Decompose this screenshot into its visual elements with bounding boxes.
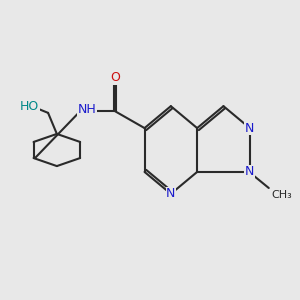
Text: O: O [110, 71, 120, 84]
Text: N: N [245, 122, 254, 135]
Text: N: N [166, 187, 176, 200]
Text: N: N [245, 165, 254, 178]
Text: HO: HO [20, 100, 39, 113]
Text: NH: NH [77, 103, 96, 116]
Text: CH₃: CH₃ [272, 190, 292, 200]
